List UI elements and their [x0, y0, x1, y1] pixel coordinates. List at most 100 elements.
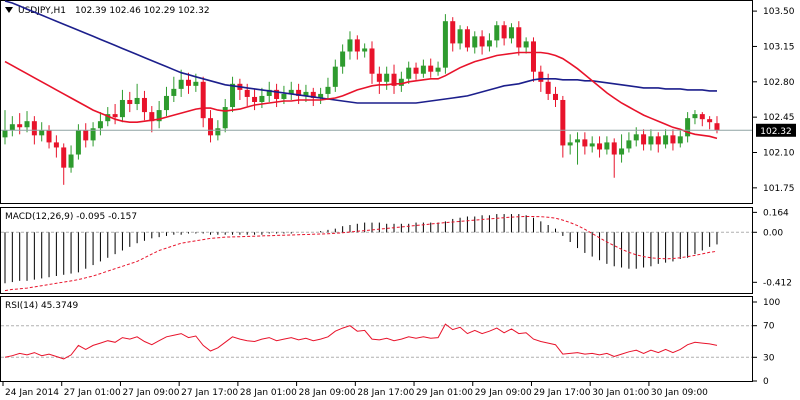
candle-body — [2, 130, 8, 138]
rsi-title: RSI(14) 45.3749 — [5, 301, 78, 311]
rsi-panel-frame — [0, 296, 753, 382]
price-panel-frame — [0, 0, 753, 204]
candle-body — [530, 41, 536, 72]
ma-slow-line — [4, 0, 717, 104]
candle-body — [575, 139, 581, 143]
price-panel: USDJPY,H1 102.39 102.46 102.29 102.32 10… — [0, 0, 796, 204]
candle-body — [611, 142, 617, 155]
candle-body — [259, 95, 265, 102]
time-tick-label: 29 Jan 17:00 — [533, 388, 590, 398]
candle-body — [347, 39, 353, 52]
candle-body — [391, 73, 397, 86]
candle-body — [318, 93, 324, 98]
candle-body — [545, 81, 551, 94]
candle-body — [648, 136, 654, 145]
candle-body — [39, 130, 45, 136]
candle-body — [97, 121, 103, 129]
price-y-axis: 103.50 103.15 102.80 102.45 102.10 101.75 — [753, 7, 795, 194]
price-y-tick-label: 103.50 — [763, 7, 795, 17]
candle-body — [61, 147, 67, 168]
candle-body — [633, 134, 639, 141]
time-tick-label: 24 Jan 2014 — [5, 388, 59, 398]
price-y-tick-label: 101.75 — [763, 184, 795, 194]
candle-body — [83, 130, 89, 141]
candle-body — [296, 89, 302, 96]
candle-body — [141, 97, 147, 113]
candle-body — [655, 136, 661, 145]
candle-body — [53, 142, 59, 148]
candle-body — [369, 48, 375, 74]
candle-body — [208, 118, 214, 136]
candle-body — [494, 25, 500, 41]
candle-body — [677, 136, 683, 144]
price-y-tick-label: 102.10 — [763, 149, 795, 159]
candle-body — [200, 81, 206, 119]
candle-body — [626, 140, 632, 149]
time-tick-label: 30 Jan 01:00 — [592, 388, 649, 398]
candle-body — [560, 99, 566, 146]
candle-body — [266, 89, 272, 96]
candle-body — [274, 89, 280, 99]
rsi-line — [4, 323, 718, 360]
candle-body — [472, 36, 478, 48]
candle-body — [163, 95, 169, 111]
time-axis: 24 Jan 2014 27 Jan 01:00 27 Jan 09:00 27 Ja… — [2, 382, 708, 398]
candle-body — [376, 73, 382, 82]
macd-title: MACD(12,26,9) -0.095 -0.157 — [5, 212, 137, 222]
candle-body — [46, 130, 52, 143]
macd-y-tick-label: -0.412 — [763, 278, 792, 288]
time-tick-label: 29 Jan 01:00 — [416, 388, 473, 398]
candle-body — [303, 91, 309, 96]
candle-body — [178, 79, 184, 89]
candle-body — [457, 29, 463, 44]
candle-body — [90, 128, 96, 141]
price-y-tick-label: 102.45 — [763, 113, 795, 123]
rsi-panel: RSI(14) 45.3749 100 70 30 0 — [0, 296, 780, 387]
candle-body — [31, 121, 37, 136]
chart-menu-triangle-icon[interactable] — [5, 7, 13, 13]
time-tick-label: 28 Jan 09:00 — [299, 388, 356, 398]
candle-body — [516, 27, 522, 48]
candle-body — [75, 130, 81, 155]
macd-y-tick-label: 0.00 — [763, 228, 783, 238]
price-y-tick-label: 102.80 — [763, 78, 795, 88]
candle-body — [310, 91, 316, 98]
ma-fast-line — [4, 51, 718, 140]
candle-body — [501, 25, 507, 39]
candle-body — [325, 86, 331, 94]
time-tick-label: 27 Jan 17:00 — [181, 388, 238, 398]
candle-body — [714, 123, 720, 131]
candle-body — [17, 124, 23, 128]
candle-body — [24, 121, 30, 128]
candle-body — [398, 78, 404, 86]
time-tick-label: 27 Jan 01:00 — [64, 388, 121, 398]
rsi-y-tick-label: 30 — [763, 353, 775, 363]
candle-body — [288, 89, 294, 94]
candle-body — [354, 39, 360, 52]
candle-body — [641, 134, 647, 145]
candle-body — [384, 73, 390, 82]
candle-body — [244, 89, 250, 97]
candle-body — [193, 81, 199, 86]
candle-body — [486, 40, 492, 47]
rsi-y-tick-label: 70 — [763, 322, 775, 332]
candle-body — [134, 97, 140, 105]
candle-body — [68, 154, 74, 168]
price-candles — [2, 14, 720, 185]
candle-body — [281, 93, 287, 99]
macd-panel: MACD(12,26,9) -0.095 -0.157 0.164 0.00 -0.… — [0, 207, 792, 294]
candle-body — [9, 124, 15, 131]
candle-body — [567, 142, 573, 146]
candle-body — [156, 110, 162, 122]
last-price-label: 102.32 — [760, 127, 792, 137]
candle-body — [464, 29, 470, 48]
candle-body — [230, 83, 236, 108]
candle-body — [553, 93, 558, 100]
macd-signal-line — [4, 216, 718, 292]
time-tick-label: 27 Jan 09:00 — [122, 388, 179, 398]
candle-body — [707, 119, 713, 123]
candle-body — [420, 65, 426, 74]
candle-body — [442, 21, 448, 68]
time-tick-label: 28 Jan 17:00 — [357, 388, 414, 398]
